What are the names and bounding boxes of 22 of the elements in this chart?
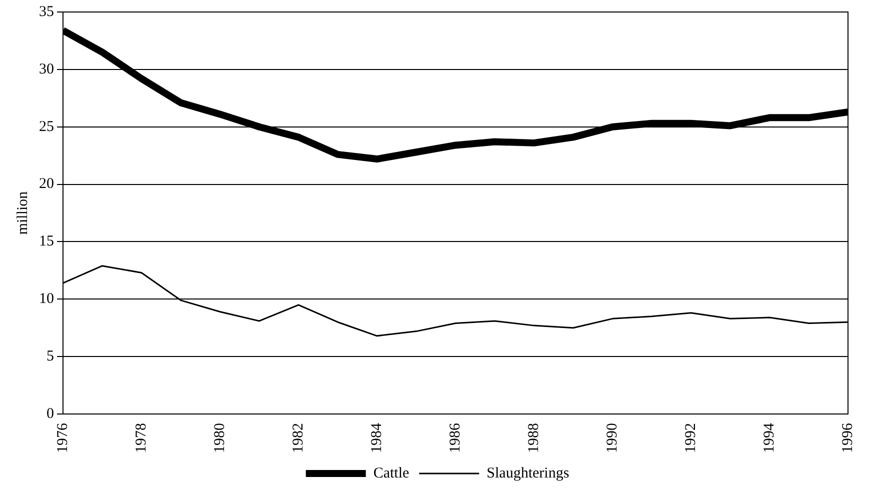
x-tick-label: 1980: [212, 423, 228, 453]
x-tick-label: 1986: [447, 422, 464, 453]
x-tick-label: 1992: [682, 423, 699, 453]
y-tick-label: 5: [46, 348, 54, 365]
y-tick-label: 30: [39, 61, 54, 78]
y-axis-title: million: [14, 190, 31, 235]
y-tick-label: 10: [39, 291, 54, 308]
legend-label: Cattle: [373, 465, 410, 482]
x-tick-label: 1990: [604, 423, 620, 453]
x-tick-label: 1988: [526, 423, 542, 453]
x-tick-label: 1976: [54, 422, 71, 453]
x-tick-label: 1978: [133, 423, 150, 453]
legend-label: Slaughterings: [486, 465, 570, 482]
x-tick-label: 1984: [368, 422, 385, 453]
y-tick-label: 20: [39, 176, 54, 192]
x-tick-label: 1996: [840, 422, 856, 453]
x-tick-label: 1982: [290, 423, 306, 453]
y-tick-label: 0: [46, 406, 54, 422]
x-tick-label: 1994: [761, 422, 778, 453]
y-tick-label: 15: [39, 234, 54, 250]
y-tick-label: 35: [39, 4, 54, 20]
y-tick-label: 25: [39, 118, 54, 135]
